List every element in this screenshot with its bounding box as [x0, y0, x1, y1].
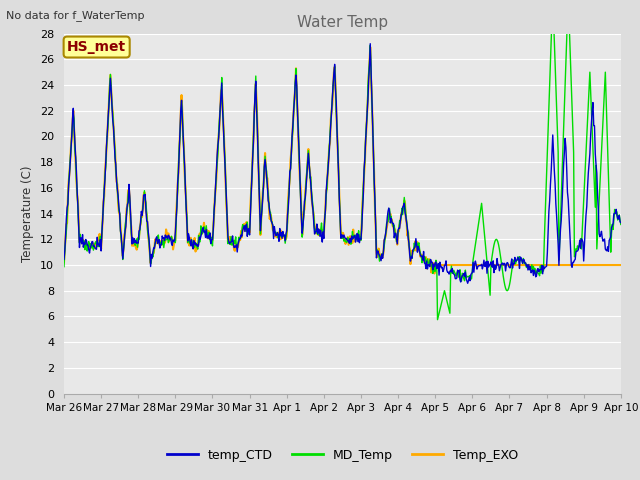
MD_Temp	[206, 238, 214, 243]
MD_Temp	[60, 264, 68, 270]
MD_Temp	[434, 317, 442, 323]
Text: HS_met: HS_met	[67, 40, 126, 54]
Y-axis label: Temperature (C): Temperature (C)	[22, 165, 35, 262]
temp_CTD	[617, 220, 625, 226]
temp_CTD	[60, 256, 68, 262]
Temp_EXO	[445, 262, 452, 268]
Title: Water Temp: Water Temp	[297, 15, 388, 30]
MD_Temp	[388, 219, 396, 225]
MD_Temp	[334, 144, 342, 149]
Temp_EXO	[182, 200, 190, 205]
MD_Temp	[568, 82, 575, 88]
Temp_EXO	[617, 262, 625, 268]
Temp_EXO	[389, 223, 397, 229]
Temp_EXO	[60, 259, 68, 265]
Temp_EXO	[334, 146, 342, 152]
temp_CTD	[206, 230, 214, 236]
Line: Temp_EXO: Temp_EXO	[64, 47, 621, 274]
MD_Temp	[182, 207, 190, 213]
temp_CTD	[182, 205, 190, 211]
Text: No data for f_WaterTemp: No data for f_WaterTemp	[6, 10, 145, 21]
Temp_EXO	[431, 271, 438, 276]
temp_CTD	[389, 221, 397, 227]
MD_Temp	[549, 5, 557, 11]
MD_Temp	[444, 300, 451, 307]
Line: MD_Temp: MD_Temp	[64, 8, 621, 320]
temp_CTD	[568, 263, 575, 268]
Temp_EXO	[366, 44, 374, 50]
Line: temp_CTD: temp_CTD	[64, 44, 621, 283]
temp_CTD	[464, 280, 472, 286]
Legend: temp_CTD, MD_Temp, Temp_EXO: temp_CTD, MD_Temp, Temp_EXO	[162, 444, 523, 467]
temp_CTD	[366, 41, 374, 47]
temp_CTD	[334, 148, 342, 154]
MD_Temp	[617, 222, 625, 228]
temp_CTD	[444, 269, 451, 275]
Temp_EXO	[568, 262, 575, 268]
Temp_EXO	[206, 236, 214, 241]
